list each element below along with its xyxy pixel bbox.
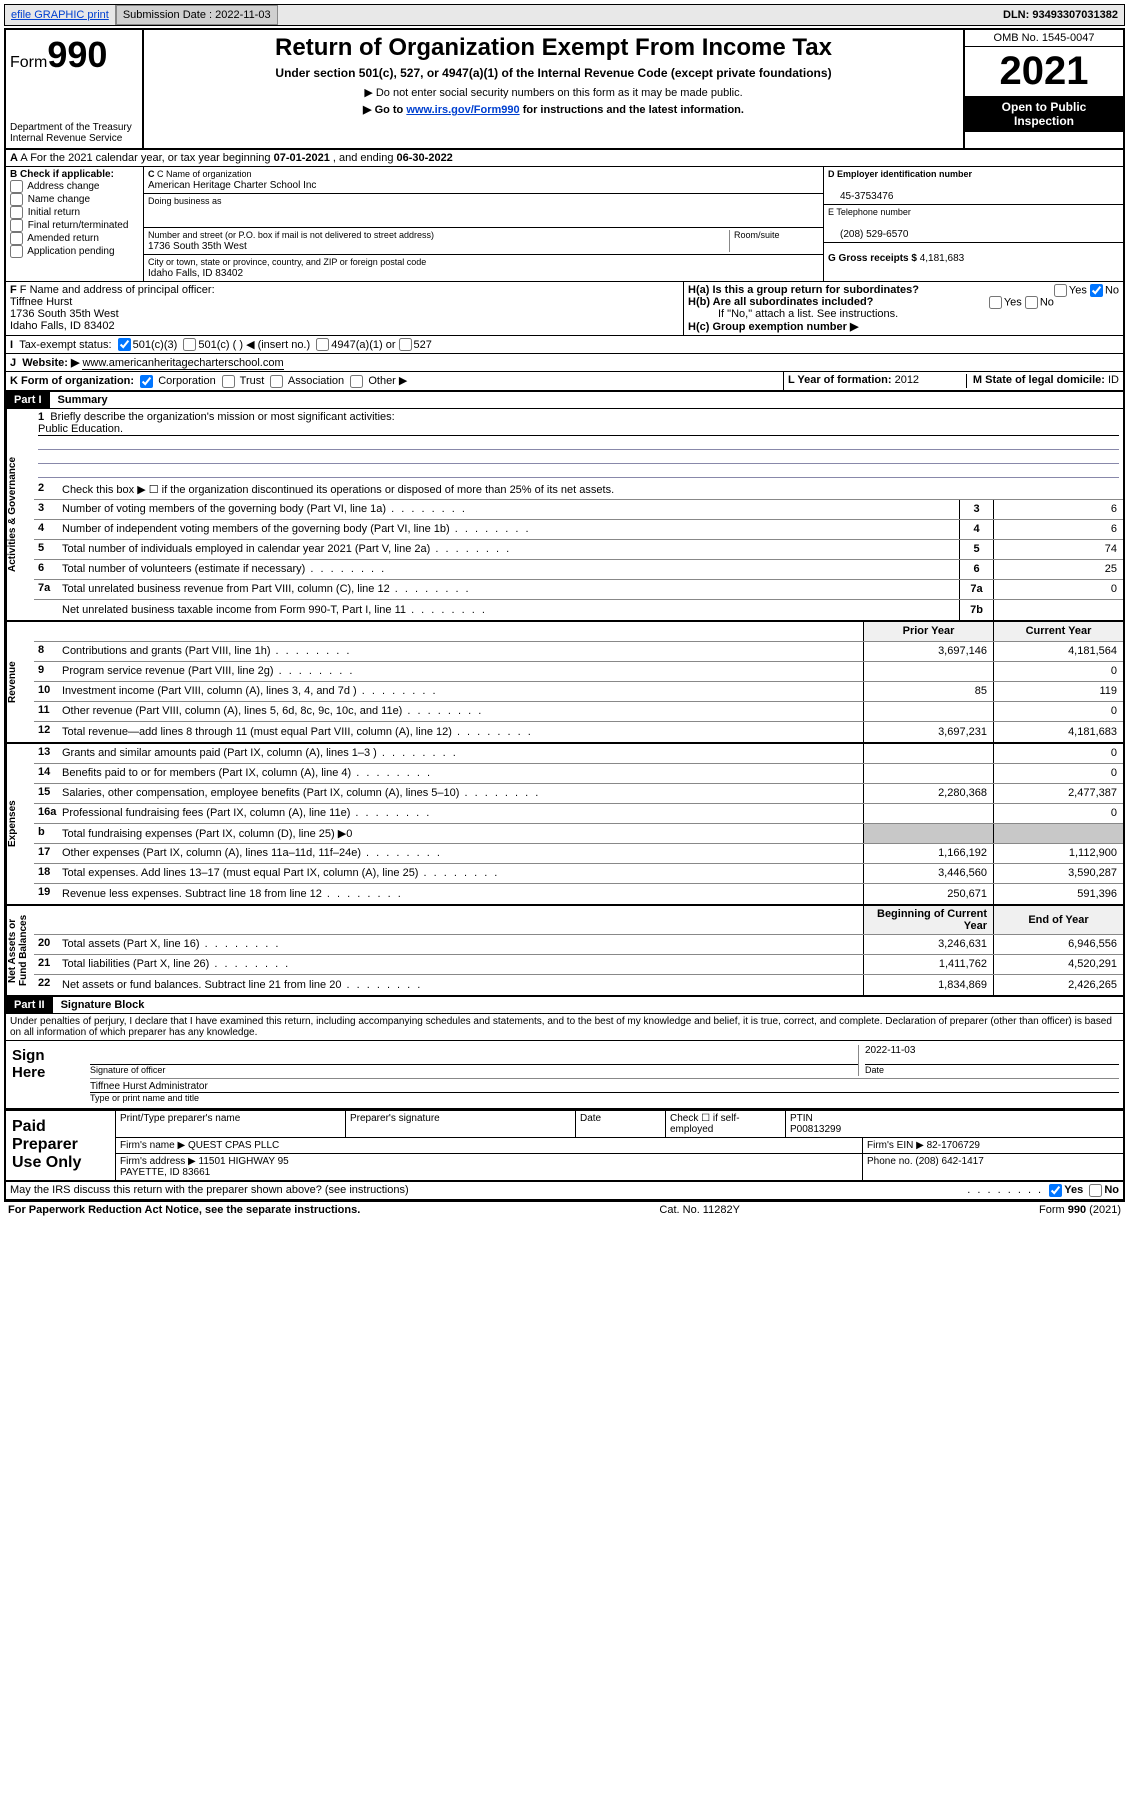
sign-here-label: Sign Here	[6, 1041, 86, 1108]
box-b-checkbox[interactable]	[10, 206, 23, 219]
department-label: Department of the Treasury Internal Reve…	[10, 122, 138, 144]
tab-net-assets: Net Assets or Fund Balances	[6, 906, 34, 995]
row-j: J Website: ▶ www.americanheritagecharter…	[4, 354, 1125, 372]
year-formation: 2012	[895, 374, 919, 386]
row-a-tax-year: A A For the 2021 calendar year, or tax y…	[4, 150, 1125, 167]
website-value: www.americanheritagecharterschool.com	[82, 357, 283, 370]
paid-preparer-block: Paid Preparer Use Only Print/Type prepar…	[4, 1111, 1125, 1182]
box-b: B Check if applicable: Address change Na…	[6, 167, 144, 281]
527-checkbox[interactable]	[399, 338, 412, 351]
ha-yes-checkbox[interactable]	[1054, 284, 1067, 297]
tab-governance: Activities & Governance	[6, 409, 34, 620]
return-title: Return of Organization Exempt From Incom…	[150, 34, 957, 62]
tab-revenue: Revenue	[6, 622, 34, 742]
col-eoy: End of Year	[993, 906, 1123, 934]
501c3-checkbox[interactable]	[118, 338, 131, 351]
section-expenses: Expenses 13Grants and similar amounts pa…	[4, 744, 1125, 906]
col-current-year: Current Year	[993, 622, 1123, 641]
page-footer: For Paperwork Reduction Act Notice, see …	[4, 1201, 1125, 1218]
discuss-no-checkbox[interactable]	[1089, 1184, 1102, 1197]
mission-text: Public Education.	[38, 423, 1119, 436]
form-org-checkbox[interactable]	[222, 375, 235, 388]
tab-expenses: Expenses	[6, 744, 34, 904]
sign-date: 2022-11-03	[865, 1045, 1119, 1065]
street-address: 1736 South 35th West	[148, 241, 247, 252]
4947-checkbox[interactable]	[316, 338, 329, 351]
officer-address: 1736 South 35th West Idaho Falls, ID 834…	[10, 308, 119, 332]
discuss-row: May the IRS discuss this return with the…	[4, 1182, 1125, 1201]
subtitle-3: ▶ Go to www.irs.gov/Form990 for instruct…	[150, 103, 957, 116]
col-prior-year: Prior Year	[863, 622, 993, 641]
dln-label: DLN: 93493307031382	[997, 5, 1124, 25]
501c-checkbox[interactable]	[183, 338, 196, 351]
form-header: Form990 Department of the Treasury Inter…	[4, 28, 1125, 150]
box-b-checkbox[interactable]	[10, 245, 23, 258]
box-b-checkbox[interactable]	[10, 193, 23, 206]
sign-block: Sign Here Signature of officer 2022-11-0…	[4, 1041, 1125, 1111]
open-to-public: Open to Public Inspection	[965, 96, 1123, 132]
ptin-value: P00813299	[790, 1124, 841, 1135]
form-org-checkbox[interactable]	[140, 375, 153, 388]
box-b-checkbox[interactable]	[10, 180, 23, 193]
box-deg: D Employer identification number 45-3753…	[823, 167, 1123, 281]
omb-number: OMB No. 1545-0047	[965, 30, 1123, 47]
org-name: American Heritage Charter School Inc	[148, 180, 316, 191]
row-fh: F F Name and address of principal office…	[4, 282, 1125, 336]
perjury-declaration: Under penalties of perjury, I declare th…	[4, 1014, 1125, 1041]
city-state-zip: Idaho Falls, ID 83402	[148, 268, 243, 279]
section-governance: Activities & Governance 1 Briefly descri…	[4, 409, 1125, 622]
firm-name: QUEST CPAS PLLC	[188, 1140, 279, 1151]
phone-value: (208) 529-6570	[828, 229, 908, 240]
section-net-assets: Net Assets or Fund Balances Beginning of…	[4, 906, 1125, 997]
instructions-link[interactable]: www.irs.gov/Form990	[406, 104, 519, 116]
box-b-checkbox[interactable]	[10, 219, 23, 232]
gross-receipts: 4,181,683	[920, 253, 965, 264]
officer-name: Tiffnee Hurst	[10, 296, 72, 308]
hb-no-checkbox[interactable]	[1025, 296, 1038, 309]
tax-year: 2021	[965, 47, 1123, 96]
firm-phone: (208) 642-1417	[915, 1156, 983, 1167]
box-b-checkbox[interactable]	[10, 232, 23, 245]
row-klm: K Form of organization: Corporation Trus…	[4, 372, 1125, 392]
form-org-checkbox[interactable]	[350, 375, 363, 388]
efile-link[interactable]: efile GRAPHIC print	[5, 5, 116, 25]
part2-header: Part II Signature Block	[4, 997, 1125, 1014]
subtitle-2: ▶ Do not enter social security numbers o…	[150, 86, 957, 99]
box-c: C C Name of organization American Herita…	[144, 167, 823, 281]
col-boy: Beginning of Current Year	[863, 906, 993, 934]
header-block-bcdeg: B Check if applicable: Address change Na…	[4, 167, 1125, 282]
discuss-yes-checkbox[interactable]	[1049, 1184, 1062, 1197]
form-org-checkbox[interactable]	[270, 375, 283, 388]
section-revenue: Revenue Prior Year Current Year 8Contrib…	[4, 622, 1125, 744]
state-domicile: ID	[1108, 374, 1119, 386]
subtitle-1: Under section 501(c), 527, or 4947(a)(1)…	[150, 66, 957, 80]
hb-yes-checkbox[interactable]	[989, 296, 1002, 309]
paid-label: Paid Preparer Use Only	[6, 1111, 116, 1180]
submission-date-btn[interactable]: Submission Date : 2022-11-03	[116, 5, 278, 25]
topbar: efile GRAPHIC print Submission Date : 20…	[4, 4, 1125, 26]
ein-value: 45-3753476	[828, 191, 893, 202]
row-i: I Tax-exempt status: 501(c)(3) 501(c) ( …	[4, 336, 1125, 354]
part1-header: Part I Summary	[4, 392, 1125, 409]
firm-ein: 82-1706729	[927, 1140, 980, 1151]
form-number: Form990	[10, 34, 138, 76]
ha-no-checkbox[interactable]	[1090, 284, 1103, 297]
officer-signed-name: Tiffnee Hurst Administrator	[90, 1081, 1119, 1093]
